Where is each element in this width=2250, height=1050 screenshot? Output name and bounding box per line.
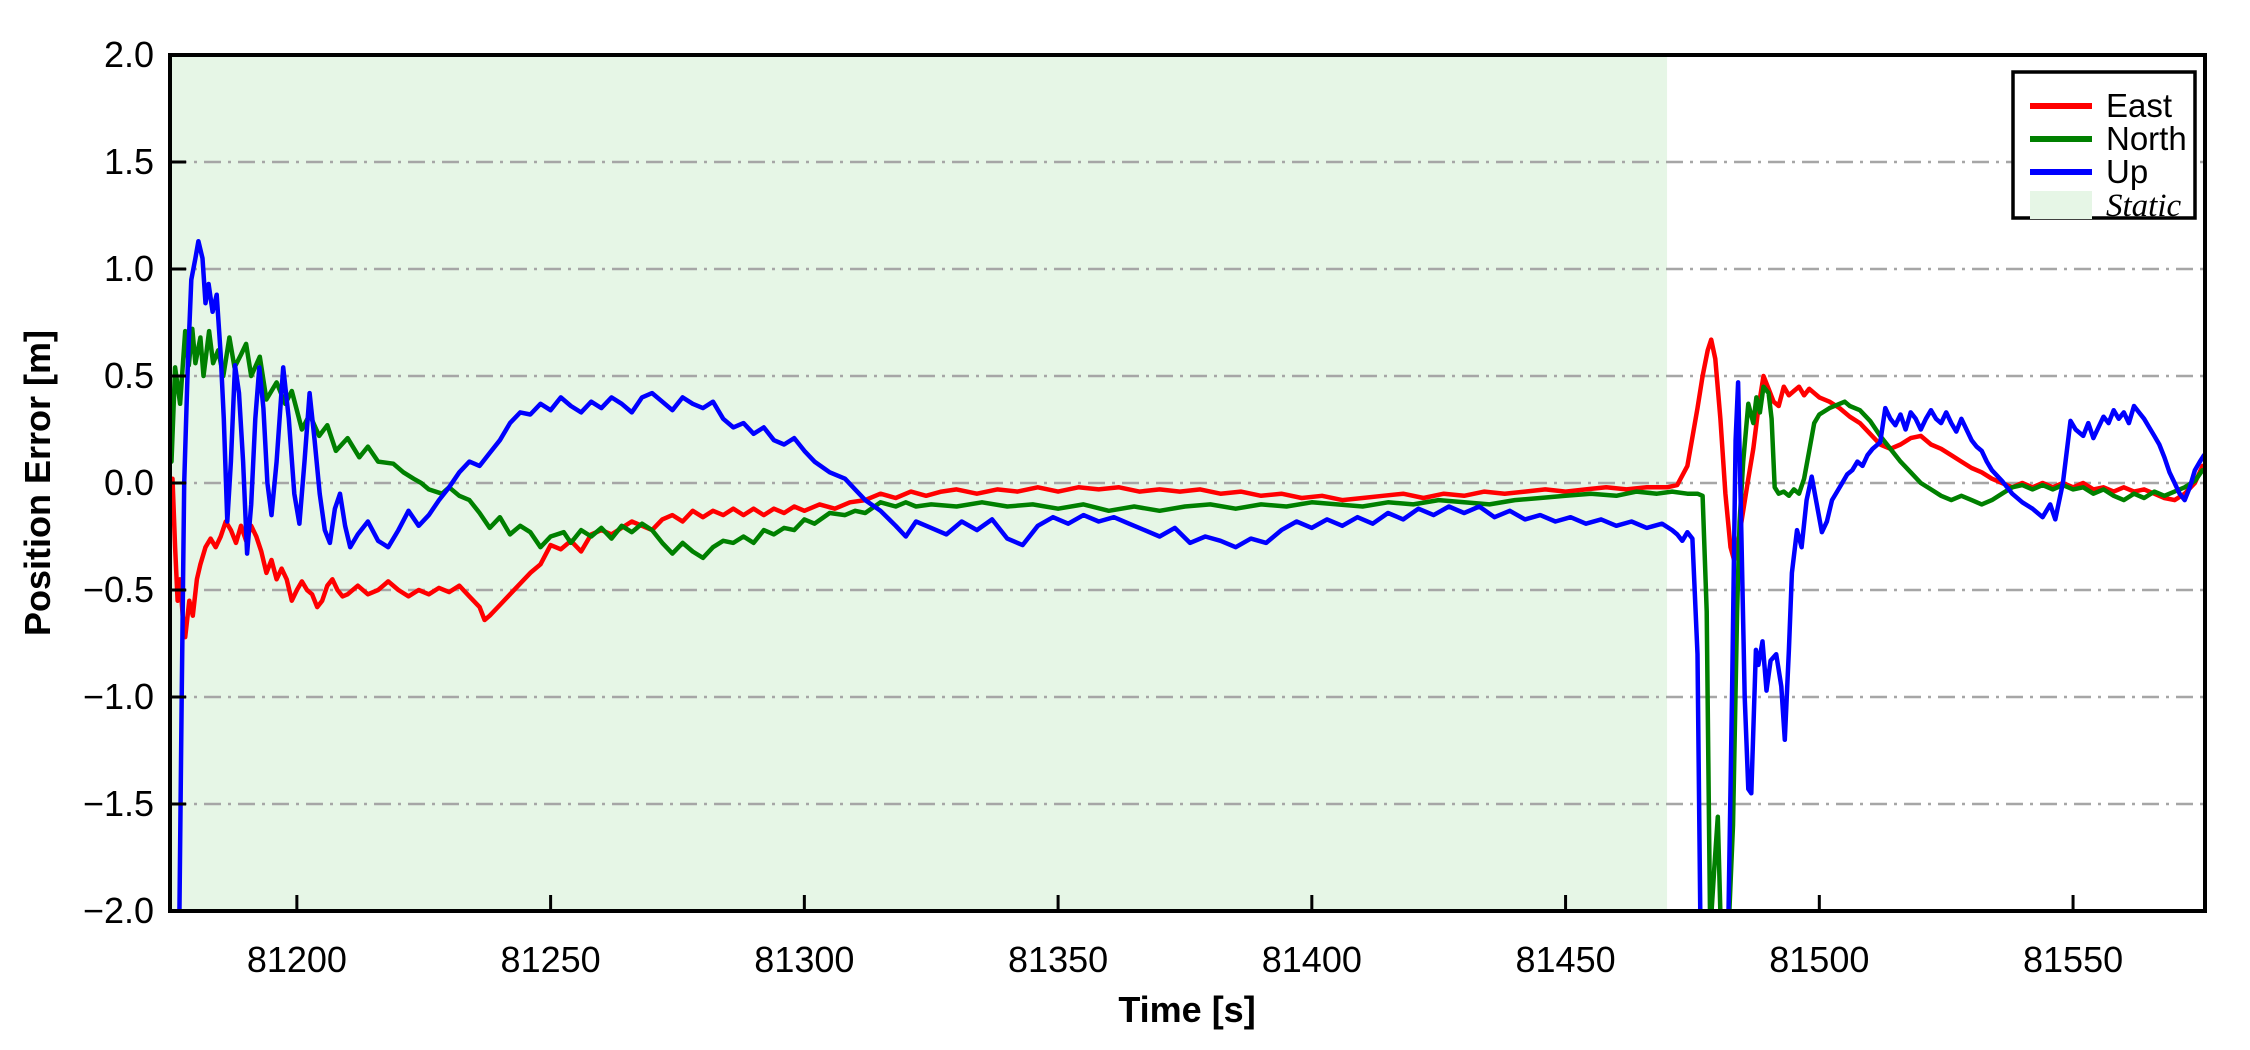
y-tick-label: −0.5: [83, 569, 154, 610]
y-tick-label: −1.0: [83, 676, 154, 717]
y-tick-label: 1.0: [104, 248, 154, 289]
y-axis-label: Position Error [m]: [17, 330, 58, 636]
x-tick-label: 81300: [754, 939, 854, 980]
y-tick-label: −1.5: [83, 783, 154, 824]
series-line-up: [177, 238, 2205, 911]
series-line-east: [170, 337, 2205, 640]
x-tick-label: 81350: [1008, 939, 1108, 980]
legend-swatch-static: [2030, 191, 2092, 219]
y-tick-label: −2.0: [83, 890, 154, 931]
x-tick-label: 81450: [1516, 939, 1616, 980]
series-line-north: [170, 326, 2205, 911]
x-tick-label: 81550: [2023, 939, 2123, 980]
x-axis-label: Time [s]: [1118, 989, 1255, 1030]
x-tick-label: 81500: [1769, 939, 1869, 980]
legend-label-east: East: [2106, 87, 2172, 124]
y-tick-label: 0.5: [104, 355, 154, 396]
x-tick-label: 81200: [247, 939, 347, 980]
legend-label-north: North: [2106, 120, 2187, 157]
x-tick-label: 81400: [1262, 939, 1362, 980]
y-tick-label: 1.5: [104, 141, 154, 182]
y-tick-label: 2.0: [104, 34, 154, 75]
x-tick-label: 81250: [501, 939, 601, 980]
legend-label-static: Static: [2106, 188, 2182, 224]
legend-label-up: Up: [2106, 153, 2148, 190]
y-tick-label: 0.0: [104, 462, 154, 503]
